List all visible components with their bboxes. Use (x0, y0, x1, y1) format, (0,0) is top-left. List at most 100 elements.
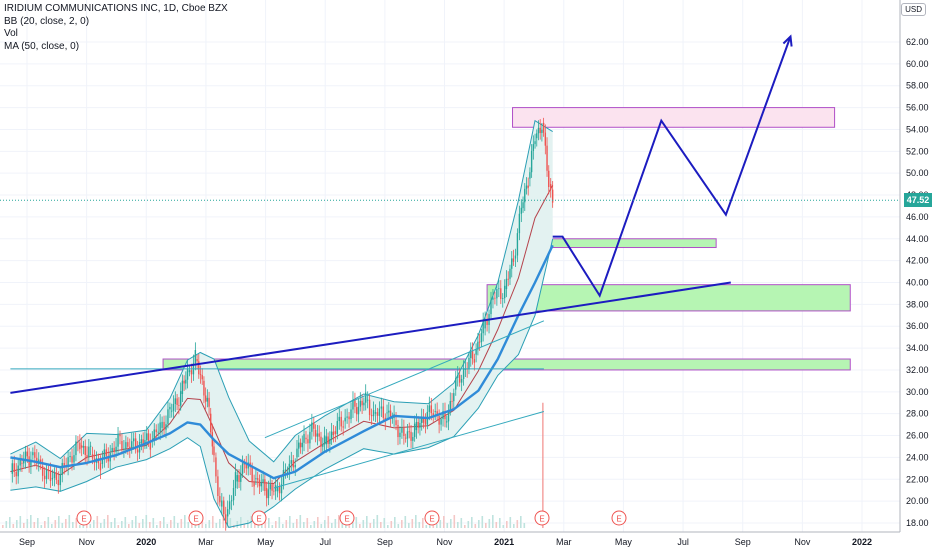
candle-body-231 (446, 421, 448, 423)
volume-bar-143 (502, 525, 505, 528)
price-axis-bg (900, 0, 932, 550)
volume-bar-29 (103, 519, 106, 528)
candle-body-174 (338, 416, 340, 422)
candle-body-52 (111, 447, 113, 452)
candle-body-75 (155, 429, 157, 433)
volume-bar-125 (439, 520, 442, 528)
candle-body-261 (502, 298, 504, 299)
candle-body-175 (340, 416, 342, 427)
y-tick-label-8: 34.00 (906, 343, 929, 353)
volume-bar-19 (68, 515, 71, 528)
candle-body-41 (89, 445, 92, 447)
candle-body-238 (458, 374, 461, 383)
zone-green-2[interactable] (545, 238, 717, 249)
volume-bar-44 (156, 525, 158, 528)
zone-pink-3[interactable] (512, 107, 836, 128)
candle-body-29 (67, 457, 69, 467)
earnings-marker-1[interactable] (188, 510, 204, 526)
candle-body-98 (198, 361, 200, 375)
candle-body-88 (179, 391, 182, 406)
volume-bar-12 (44, 521, 46, 528)
candle-body-172 (334, 431, 337, 435)
candle-body-183 (356, 407, 358, 415)
candle-body-116 (230, 500, 233, 502)
candle-body-62 (131, 441, 133, 448)
candle-body-281 (537, 127, 540, 134)
volume-bar-94 (331, 523, 333, 528)
candle-body-2 (15, 471, 17, 477)
y-tick-label-5: 28.00 (906, 409, 929, 419)
candle-body-89 (181, 380, 184, 395)
x-tick-label-2: 2020 (136, 537, 156, 547)
candle-body-193 (374, 412, 377, 414)
candle-body-81 (167, 409, 169, 425)
candle-body-108 (215, 457, 217, 477)
candle-body-286 (546, 145, 548, 171)
candle-body-267 (512, 258, 515, 262)
candle-body-247 (475, 349, 477, 355)
candle-body-223 (430, 405, 432, 414)
candle-body-27 (63, 462, 65, 467)
earnings-marker-3[interactable] (339, 510, 355, 526)
volume-bar-147 (516, 520, 519, 528)
volume-bar-14 (51, 524, 53, 528)
x-tick-label-0: Sep (19, 537, 35, 547)
candle-body-93 (188, 370, 191, 373)
earnings-marker-2[interactable] (251, 510, 267, 526)
candle-body-33 (75, 441, 77, 456)
legend-bb[interactable]: BB (20, close, 2, 0) (4, 15, 90, 27)
candle-body-90 (183, 380, 185, 384)
volume-bar-17 (61, 523, 64, 528)
volume-bar-52 (184, 515, 186, 528)
volume-bar-85 (299, 515, 302, 528)
volume-bar-84 (296, 519, 298, 528)
channel-upper-line[interactable] (264, 320, 545, 439)
candle-body-123 (243, 463, 246, 465)
candle-body-70 (146, 433, 148, 441)
candle-body-103 (206, 397, 209, 402)
volume-bar-145 (509, 517, 512, 528)
candle-body-119 (236, 475, 238, 482)
candle-body-278 (532, 144, 535, 151)
candle-body-188 (364, 392, 367, 403)
earnings-marker-0[interactable] (76, 510, 92, 526)
legend-vol[interactable]: Vol (4, 28, 18, 39)
volume-bar-104 (366, 516, 368, 528)
ma50-line[interactable] (10, 244, 554, 480)
volume-bar-134 (471, 517, 473, 528)
candle-body-49 (105, 449, 107, 456)
candle-body-150 (294, 464, 296, 468)
volume-bar-100 (352, 521, 354, 528)
candle-body-251 (482, 319, 484, 334)
volume-bar-28 (100, 523, 102, 528)
candle-body-118 (234, 472, 237, 489)
legend-ma[interactable]: MA (50, close, 0) (4, 40, 80, 52)
volume-bar-55 (194, 525, 197, 528)
volume-bar-32 (114, 518, 116, 528)
candle-body-230 (444, 411, 446, 420)
candle-body-246 (473, 359, 476, 363)
candle-body-142 (278, 486, 281, 494)
candle-body-257 (494, 297, 496, 299)
candle-body-266 (511, 258, 513, 269)
bb-upper-line[interactable] (10, 119, 553, 463)
candle-body-42 (91, 454, 94, 459)
currency-unit[interactable]: USD (901, 3, 926, 16)
earnings-marker-4[interactable] (424, 510, 440, 526)
trendline[interactable] (10, 281, 731, 394)
earnings-marker-5[interactable] (534, 510, 550, 526)
candle-body-167 (325, 436, 328, 445)
volume-bar-1 (5, 521, 8, 528)
candle-body-144 (282, 469, 285, 485)
candle-body-289 (551, 189, 554, 203)
candle-body-160 (313, 422, 315, 429)
channel-lower-line[interactable] (273, 411, 545, 489)
candle-body-86 (176, 398, 178, 406)
volume-bar-89 (313, 521, 316, 528)
candle-body-273 (524, 188, 526, 203)
earnings-marker-6[interactable] (611, 510, 627, 526)
projection-path[interactable] (552, 36, 792, 298)
candle-body-11 (32, 452, 34, 456)
zone-green-1[interactable] (486, 284, 851, 312)
